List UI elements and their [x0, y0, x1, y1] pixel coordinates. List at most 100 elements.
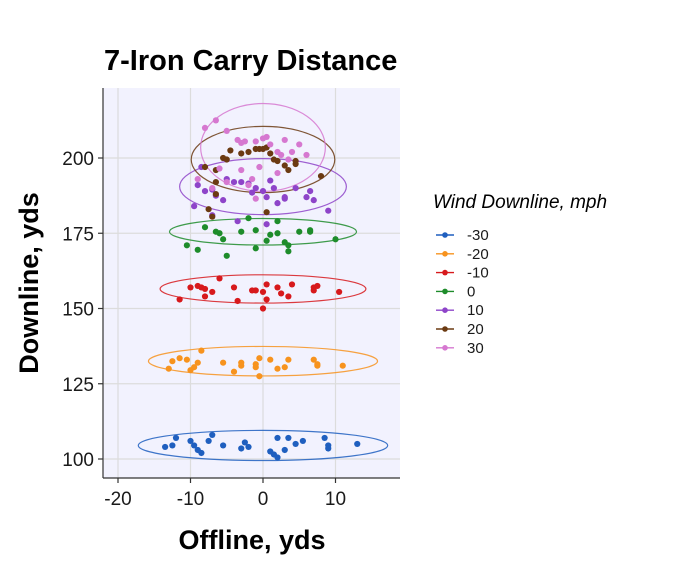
point-wind-30: [194, 175, 201, 183]
point-wind-30: [278, 151, 285, 159]
chart-title: 7-Iron Carry Distance: [104, 45, 397, 77]
legend-label: -30: [467, 227, 489, 244]
y-axis-ticks: 100 125 150 175 200: [62, 149, 103, 471]
point-wind--20: [220, 359, 227, 366]
point-wind-30: [285, 156, 292, 163]
point-wind-20: [267, 150, 274, 157]
point-wind--20: [256, 355, 263, 362]
point-wind--10: [252, 287, 259, 294]
point-wind-0: [285, 242, 292, 249]
point-wind-10: [263, 194, 270, 201]
point-wind--30: [354, 440, 361, 448]
point-wind-30: [216, 165, 223, 172]
point-wind--30: [274, 434, 281, 442]
x-axis-ticks: -20 -10 0 10: [104, 478, 346, 510]
point-wind-10: [263, 221, 270, 228]
point-wind-30: [245, 181, 252, 189]
legend-dot-icon: [442, 307, 448, 314]
point-wind--20: [176, 355, 183, 362]
point-wind-10: [252, 185, 259, 192]
point-wind--10: [288, 281, 296, 288]
point-wind--20: [274, 365, 281, 372]
point-wind-10: [303, 194, 310, 201]
point-wind-10: [201, 188, 209, 195]
point-wind--10: [201, 293, 209, 300]
point-wind--30: [285, 434, 292, 442]
point-wind-10: [307, 188, 314, 195]
x-axis-title: Offline, yds: [178, 525, 325, 555]
point-wind-0: [332, 236, 339, 243]
point-wind-10: [194, 181, 201, 189]
point-wind--30: [169, 442, 176, 449]
point-wind-20: [212, 178, 219, 186]
point-wind-30: [252, 138, 259, 145]
legend-dot-icon: [442, 232, 448, 238]
data-points: [162, 117, 361, 461]
point-wind-0: [252, 227, 259, 234]
point-wind-10: [230, 178, 238, 186]
point-wind--30: [281, 446, 288, 454]
x-tick-label: -10: [177, 489, 204, 510]
legend: -30 -20 -100 10 20 30: [436, 227, 489, 357]
point-wind--30: [325, 445, 332, 452]
legend-label: 20: [467, 321, 484, 338]
point-wind-20: [292, 157, 299, 165]
point-wind--20: [169, 358, 176, 365]
point-wind--10: [336, 288, 343, 296]
point-wind-10: [325, 207, 332, 214]
point-wind-30: [212, 117, 219, 124]
point-wind--10: [176, 296, 183, 303]
x-tick-label: 10: [325, 489, 346, 510]
point-wind--30: [238, 445, 245, 452]
point-wind-10: [270, 185, 277, 192]
point-wind--30: [292, 440, 299, 448]
point-wind--30: [187, 437, 194, 445]
y-axis-title: Downline, yds: [14, 192, 44, 374]
legend-label: -20: [467, 246, 489, 263]
point-wind-10: [249, 189, 256, 196]
ellipse-wind--20: [147, 345, 379, 377]
legend-title: Wind Downline, mph: [433, 192, 607, 213]
point-wind--30: [274, 454, 281, 461]
point-wind-0: [238, 228, 245, 235]
point-wind-10: [267, 177, 274, 184]
point-wind--10: [278, 290, 285, 297]
ellipse-wind-0: [168, 217, 358, 246]
point-wind-20: [205, 206, 212, 213]
point-wind-0: [307, 227, 314, 234]
y-tick-label: 200: [62, 149, 94, 170]
point-wind-30: [256, 163, 263, 171]
point-wind-20: [317, 172, 325, 180]
x-tick-label: 0: [258, 489, 269, 510]
legend-item--10: -10: [436, 265, 489, 282]
point-wind-0: [201, 224, 209, 231]
legend-item--30: -30: [436, 227, 489, 244]
legend-dot-icon: [442, 326, 448, 332]
point-wind--20: [191, 364, 198, 371]
y-tick-label: 100: [62, 450, 94, 471]
point-wind--10: [234, 297, 241, 305]
point-wind--20: [230, 368, 238, 375]
legend-dot-icon: [442, 345, 448, 351]
point-wind-10: [191, 203, 198, 210]
point-wind--20: [339, 362, 346, 369]
point-wind-10: [281, 195, 288, 202]
point-wind-10: [274, 200, 281, 207]
point-wind--10: [216, 275, 223, 282]
point-wind-20: [285, 166, 292, 174]
point-wind--10: [274, 284, 281, 291]
point-wind-0: [216, 230, 223, 237]
point-wind--20: [285, 356, 292, 363]
point-wind-30: [241, 138, 248, 145]
point-wind--30: [205, 437, 212, 445]
point-wind-30: [238, 166, 245, 174]
point-wind-30: [303, 151, 310, 159]
point-wind-10: [259, 188, 267, 195]
point-wind-20: [263, 209, 270, 216]
point-wind-10: [310, 197, 317, 204]
point-wind--30: [299, 437, 306, 445]
point-wind-20: [227, 147, 234, 154]
point-wind-20: [281, 162, 288, 169]
point-wind--30: [241, 439, 248, 446]
legend-item-30: 30: [436, 340, 484, 357]
